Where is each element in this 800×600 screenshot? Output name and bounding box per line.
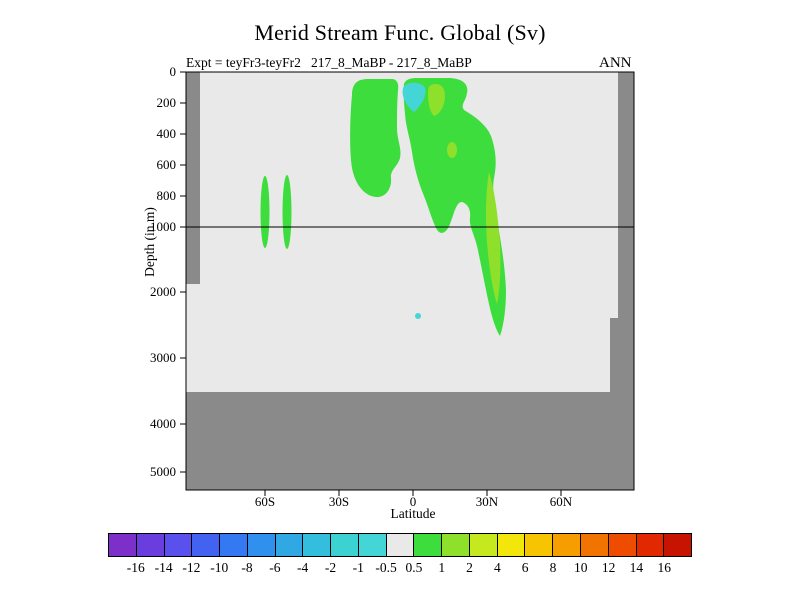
x-tick-label: 30S — [328, 494, 350, 509]
colorbar-tick-label: 4 — [493, 560, 501, 575]
colorbar-labels: -16 -14 -12 -10 -8 -6 -4 -2 -1 -0.5 0.5 1 2 4 6 8 10 12 14… — [108, 560, 692, 580]
colorbar-segment — [581, 534, 609, 556]
colorbar-tick-label: -1 — [352, 560, 364, 575]
contour-positive-green — [260, 78, 506, 336]
x-tick-label: 60S — [254, 494, 276, 509]
colorbar-tick-label: -4 — [297, 560, 309, 575]
period-label: 217_8_MaBP - 217_8_MaBP — [311, 55, 472, 70]
contour-thin-band-60S — [260, 176, 270, 248]
colorbar-segment — [664, 534, 692, 556]
y-tick-label: 0 — [169, 64, 177, 79]
colorbar-segment — [220, 534, 248, 556]
colorbar-segment — [553, 534, 582, 556]
y-tick-label: 600 — [156, 157, 177, 172]
colorbar-tick-label: 14 — [629, 560, 644, 575]
bathymetry-right-step — [610, 318, 634, 394]
colorbar-tick-label: 6 — [521, 560, 529, 575]
colorbar — [108, 533, 692, 557]
colorbar-segment — [192, 534, 221, 556]
colorbar-segment — [303, 534, 332, 556]
colorbar-tick-label: 2 — [466, 560, 473, 575]
bathymetry-right-strip — [618, 72, 634, 318]
colorbar-tick-label: 16 — [657, 560, 671, 575]
x-tick-label: 60N — [549, 494, 573, 509]
colorbar-segment — [331, 534, 359, 556]
colorbar-tick-label: 12 — [601, 560, 616, 575]
colorbar-tick-label: 8 — [549, 560, 557, 575]
y-tick-label: 3000 — [150, 350, 176, 365]
colorbar-segment — [275, 534, 304, 556]
colorbar-tick-label: -10 — [210, 560, 229, 575]
contour-core-north-equator — [428, 84, 445, 116]
x-axis-title: Latitude — [390, 506, 436, 521]
colorbar-segment — [247, 534, 276, 556]
colorbar-segment — [164, 534, 193, 556]
colorbar-segment — [469, 534, 498, 556]
bathymetry-bottom-block — [186, 392, 634, 490]
colorbar-tick-label: 10 — [574, 560, 588, 575]
y-tick-label: 400 — [156, 126, 177, 141]
colorbar-tick-label: -14 — [154, 560, 173, 575]
colorbar-segment — [442, 534, 470, 556]
y-tick-label: 2000 — [150, 284, 176, 299]
season-label: ANN — [599, 55, 632, 71]
contour-negative-spot-deep — [415, 313, 421, 319]
y-tick-label: 5000 — [150, 464, 176, 479]
colorbar-tick-label: -2 — [324, 560, 337, 575]
x-tick-label: 0 — [409, 494, 417, 509]
colorbar-segment — [525, 534, 554, 556]
axis-tick-marks — [180, 71, 562, 496]
colorbar-tick-label: -0.5 — [375, 560, 397, 575]
contour-negative-cyan — [402, 82, 426, 319]
contour-equatorial-negative-cell — [402, 82, 426, 112]
bathymetry-left-strip — [186, 72, 200, 284]
contour-core-fleck — [447, 142, 457, 158]
y-tick-label: 4000 — [150, 416, 176, 431]
colorbar-segment — [386, 534, 415, 556]
plot-frame — [185, 71, 635, 491]
contour-core-tongue — [485, 172, 501, 304]
contour-main-left-lobe — [350, 79, 401, 198]
colorbar-segment — [497, 534, 526, 556]
x-tick-label: 30N — [475, 494, 499, 509]
colorbar-segment — [608, 534, 637, 556]
colorbar-segment — [636, 534, 665, 556]
contour-thin-band-51S — [282, 175, 292, 249]
chart-title: Merid Stream Func. Global (Sv) — [254, 20, 546, 45]
colorbar-segment — [109, 534, 137, 556]
contour-main-right-lobe-and-tongue — [403, 78, 506, 336]
bathymetry-mask — [186, 72, 634, 490]
colorbar-tick-label: -16 — [126, 560, 145, 575]
y-tick-label: 1000 — [150, 219, 176, 234]
colorbar-segment — [414, 534, 443, 556]
y-tick-label: 800 — [156, 188, 177, 203]
colorbar-tick-label: 0.5 — [405, 560, 423, 575]
colorbar-tick-label: -12 — [182, 560, 201, 575]
colorbar-segment — [358, 534, 387, 556]
experiment-label: Expt = teyFr3-teyFr2 — [186, 55, 301, 70]
y-tick-label: 200 — [156, 95, 177, 110]
colorbar-segment — [136, 534, 165, 556]
colorbar-tick-label: -8 — [241, 560, 253, 575]
contour-positive-yellowgreen — [428, 84, 501, 304]
colorbar-tick-label: -6 — [269, 560, 281, 575]
colorbar-tick-label: 1 — [438, 560, 446, 575]
